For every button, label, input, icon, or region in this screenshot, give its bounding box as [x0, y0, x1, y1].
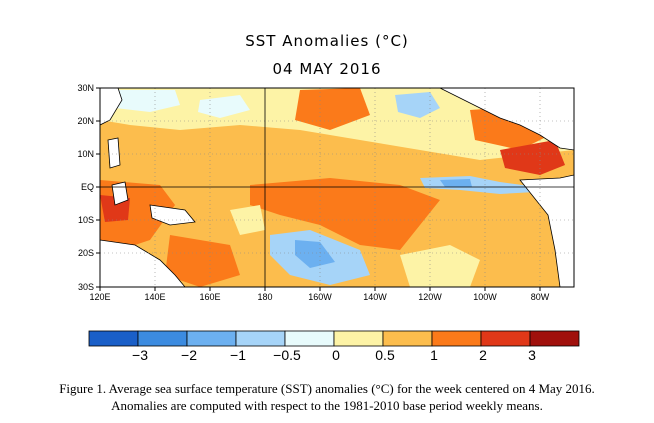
lat-label: 20N: [77, 116, 94, 126]
anomaly-warm-equatorial: [250, 178, 440, 250]
colorbar-label: −1: [230, 347, 246, 363]
colorbar-swatch: [137, 330, 188, 347]
colorbar-label: 0.5: [375, 347, 395, 363]
colorbar-label: −0.5: [273, 347, 301, 363]
colorbar-swatch: [333, 330, 384, 347]
anomaly-warm-ne-pacific: [295, 88, 370, 130]
land-australia: [100, 239, 186, 287]
land-philippines: [107, 137, 121, 169]
lat-label: 20S: [78, 248, 94, 258]
anomaly-cool-baja: [395, 92, 440, 118]
map-title: SST Anomalies (°C): [245, 32, 409, 50]
map-date: 04 MAY 2016: [272, 60, 382, 78]
anomaly-near-zero-nw: [110, 90, 180, 112]
lat-label: 30N: [77, 83, 94, 93]
colorbar-label: 2: [479, 347, 487, 363]
colorbar-swatch: [88, 330, 139, 347]
lat-label: 30S: [78, 282, 94, 292]
anomaly-weak-central: [230, 205, 265, 235]
figure-caption-line2: Anomalies are computed with respect to t…: [111, 398, 543, 413]
lat-label: 10N: [77, 149, 94, 159]
anomaly-cool-south-core: [295, 240, 335, 268]
colorbar-swatch: [529, 330, 580, 347]
anomaly-strong-warm-central-america: [500, 140, 565, 175]
anomaly-warm-sw-pacific: [165, 235, 240, 287]
anomaly-weak-south: [400, 245, 480, 287]
lon-label: 80W: [531, 292, 550, 302]
lon-label: 160W: [308, 292, 332, 302]
colorbar-swatch: [186, 330, 237, 347]
colorbar-label: 1: [430, 347, 438, 363]
map-field: [100, 88, 574, 287]
lat-label: EQ: [81, 182, 94, 192]
lat-label: 10S: [78, 215, 94, 225]
land-north-america: [439, 88, 574, 151]
colorbar-swatch: [480, 330, 531, 347]
colorbar-swatch: [284, 330, 335, 347]
colorbar-swatch: [431, 330, 482, 347]
anomaly-near-zero-n: [198, 95, 250, 118]
land-asia: [100, 88, 123, 126]
colorbar: −3 −2 −1 −0.5 0 0.5 1 2 3: [88, 330, 580, 363]
colorbar-label: −2: [181, 347, 197, 363]
colorbar-label: 3: [528, 347, 536, 363]
lon-label: 120W: [418, 292, 442, 302]
lon-label: 120E: [89, 292, 110, 302]
lon-label: 160E: [199, 292, 220, 302]
land-new-guinea: [149, 204, 196, 226]
lon-label: 180: [257, 292, 272, 302]
colorbar-swatch: [382, 330, 433, 347]
graticule: [100, 88, 574, 287]
land-south-america: [519, 174, 574, 287]
colorbar-label: −3: [132, 347, 148, 363]
lon-axis: 120E 140E 160E 180 160W 140W 120W 100W 8…: [89, 287, 550, 302]
lon-label: 100W: [473, 292, 497, 302]
sst-anomaly-map: 30N 20N 10N EQ 10S 20S 30S 120E 140E 160…: [77, 83, 580, 363]
colorbar-label: 0: [332, 347, 340, 363]
colorbar-swatch: [235, 330, 286, 347]
anomaly-cool-east-core: [440, 179, 472, 187]
land-borneo: [111, 181, 129, 206]
figure-caption-line1: Figure 1. Average sea surface temperatur…: [59, 381, 595, 396]
lon-label: 140W: [363, 292, 387, 302]
lat-axis: 30N 20N 10N EQ 10S 20S 30S: [77, 83, 100, 292]
lon-label: 140E: [144, 292, 165, 302]
